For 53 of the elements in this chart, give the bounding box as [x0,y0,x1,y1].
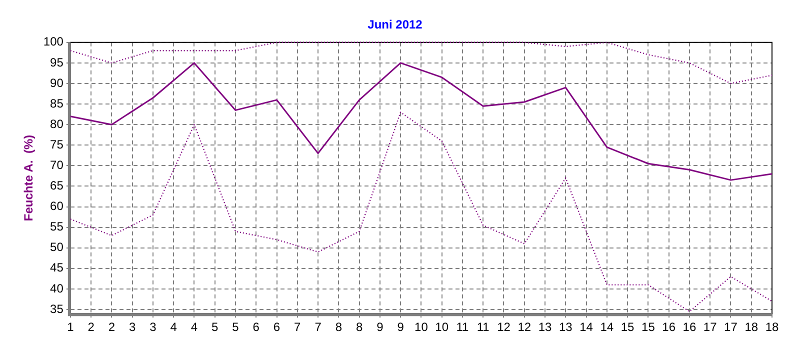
y-tick-label: 70 [50,158,64,172]
x-tick-label: 12 [497,320,511,334]
y-tick-label: 60 [50,199,64,214]
y-tick-label: 85 [50,96,64,110]
x-tick-label: 15 [620,320,635,334]
x-tick-label: 1 [67,320,74,334]
x-tick-label: 7 [314,320,322,334]
x-tick-label: 6 [252,320,260,334]
x-tick-label: 10 [435,320,449,334]
y-axis-title: Feuchte A. (%) [22,134,36,222]
x-tick-label: 14 [600,320,614,334]
x-tick-label: 8 [335,320,342,334]
x-tick-label: 6 [273,320,280,334]
y-tick-label: 95 [50,55,64,70]
x-tick-label: 13 [558,320,573,334]
x-tick-label: 4 [170,320,178,334]
x-tick-label: 18 [765,320,779,334]
y-tick-label: 90 [50,76,64,90]
chart-title: Juni 2012 [368,18,423,32]
x-tick-label: 14 [580,320,594,334]
x-tick-label: 2 [108,320,116,334]
y-tick-label: 35 [50,302,64,316]
x-tick-label: 4 [190,320,198,334]
x-tick-label: 16 [682,320,696,334]
x-tick-label: 10 [414,320,428,334]
x-tick-label: 3 [128,320,136,334]
x-tick-label: 15 [642,320,656,334]
x-tick-label: 7 [294,320,302,334]
y-tick-label: 55 [50,220,64,234]
x-tick-label: 5 [232,320,240,334]
x-tick-label: 18 [744,320,758,334]
x-tick-label: 17 [703,320,718,334]
x-tick-label: 16 [662,320,676,334]
x-tick-label: 11 [456,320,470,334]
x-tick-label: 3 [150,320,157,334]
x-tick-label: 2 [88,320,95,334]
y-tick-label: 45 [50,260,64,275]
x-tick-label: 12 [518,320,532,334]
line-series [70,112,773,312]
x-tick-label: 11 [476,320,490,334]
x-tick-label: 9 [376,320,384,334]
y-tick-label: 100 [43,34,64,49]
line-series [70,42,773,84]
x-tick-label: 9 [397,320,404,334]
y-tick-label: 80 [50,116,64,131]
y-tick-label: 40 [50,281,64,296]
y-tick-label: 50 [50,240,64,254]
y-tick-label: 75 [50,137,64,152]
x-tick-label: 17 [724,320,738,334]
x-tick-label: 13 [538,320,552,334]
x-tick-label: 5 [212,320,219,334]
x-tick-label: 8 [356,320,363,334]
y-tick-label: 65 [50,178,64,193]
